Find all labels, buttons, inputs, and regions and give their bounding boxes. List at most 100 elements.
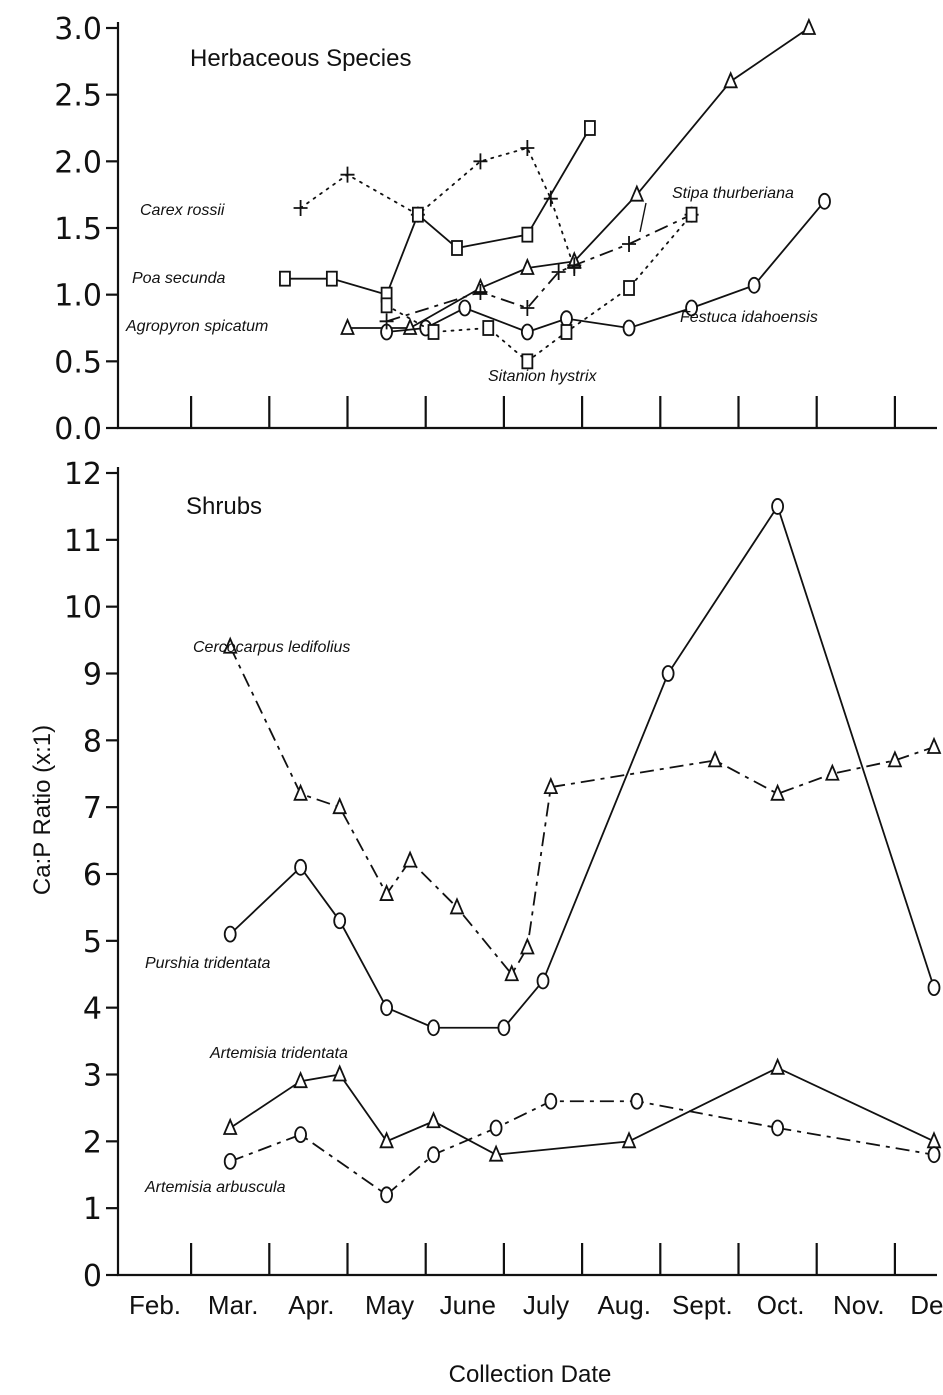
square-marker [325, 270, 338, 287]
circle-marker [622, 319, 636, 337]
triangle-marker [402, 317, 418, 335]
y-tick-label: 1 [83, 1192, 102, 1227]
triangle-marker [543, 776, 559, 795]
series-label: Artemisia arbuscula [144, 1179, 286, 1196]
series-carex-rossii: Carex rossii [140, 140, 582, 276]
plus-marker [473, 284, 488, 300]
triangle-marker [426, 1110, 441, 1129]
x-axis-tick-labels: Feb. Mar. Apr. May June July Aug. Sept. Oct. Nov.… [129, 1290, 943, 1320]
circle-marker [380, 1186, 394, 1204]
series-line [229, 504, 935, 1029]
series-purshia-tridentata: Purshia tridentata [145, 498, 941, 1037]
circle-marker [489, 1119, 503, 1137]
y-tick-label: 1.0 [54, 279, 102, 314]
square-marker [521, 353, 534, 370]
square-marker [560, 324, 573, 340]
y-tick-label: 1.5 [54, 212, 102, 247]
series-line [347, 27, 810, 329]
plus-marker [293, 200, 308, 216]
circle-marker [544, 1092, 558, 1110]
triangle-marker [707, 750, 723, 768]
series-label: Sitanion hystrix [488, 368, 597, 385]
y-tick-label: 6 [83, 858, 102, 893]
y-tick-label: 3.0 [54, 12, 102, 47]
triangle-marker [504, 963, 520, 982]
triangle-marker [293, 1070, 308, 1089]
triangle-marker [340, 317, 355, 335]
y-tick-label: 2.0 [54, 145, 102, 180]
series-label: Festuca idahoensis [680, 309, 818, 326]
y-tick-label: 2.5 [54, 79, 102, 114]
y-tick-label: 12 [64, 457, 102, 492]
circle-marker [294, 858, 307, 876]
triangle-marker [723, 71, 739, 89]
square-marker [279, 270, 291, 287]
circle-marker [427, 1146, 440, 1164]
square-marker [482, 320, 495, 336]
series-label: Purshia tridentata [145, 955, 271, 972]
y-tick-label: 7 [83, 791, 102, 826]
y-tick-label: 5 [83, 925, 102, 960]
panel-title: Shrubs [186, 493, 262, 520]
y-tick-label: 11 [64, 524, 102, 559]
series-line [284, 127, 591, 296]
y-tick-label: 9 [83, 658, 102, 693]
triangle-marker [926, 736, 942, 754]
plus-marker [520, 300, 535, 316]
plus-marker [622, 236, 637, 252]
circle-marker [771, 498, 784, 515]
series-label: Stipa thurberiana [672, 185, 794, 202]
triangle-marker [801, 17, 817, 35]
herbaceous-panel: 0.0 0.5 1.0 1.5 2.0 2.5 3.0 Herbaceous Species C… [54, 12, 937, 447]
triangle-marker [621, 1131, 637, 1149]
x-tick-label: May [365, 1290, 414, 1320]
square-marker [411, 206, 424, 223]
series-label: Cercocarpus ledifolius [193, 639, 350, 656]
square-marker [427, 324, 440, 340]
plus-marker [520, 140, 535, 156]
x-axis-title: Collection Date [449, 1361, 612, 1388]
circle-marker [427, 1019, 440, 1037]
series-label: Agropyron spicatum [125, 318, 268, 335]
circle-marker [333, 912, 347, 930]
x-tick-label: Nov. [833, 1290, 885, 1320]
series-label: Poa secunda [132, 270, 226, 287]
x-tick-label: Sept. [672, 1290, 733, 1320]
triangle-marker [332, 1064, 348, 1082]
circle-marker [294, 1126, 307, 1144]
square-marker [685, 206, 698, 223]
circle-marker [927, 1146, 941, 1164]
y-tick-label: 0 [83, 1259, 102, 1294]
series-line [229, 646, 943, 976]
triangle-marker [629, 184, 645, 202]
series-artemisia-tridentata: Artemisia tridentata [209, 1045, 942, 1162]
circle-marker [520, 323, 534, 341]
x-tick-label: Dec. [910, 1290, 943, 1320]
triangle-marker [449, 897, 465, 915]
square-marker [451, 240, 463, 256]
circle-marker [771, 1119, 784, 1137]
series-line [229, 1100, 935, 1196]
triangle-marker [402, 850, 418, 868]
y-tick-label: 4 [83, 992, 102, 1027]
square-marker [584, 120, 596, 136]
series-artemisia-arbuscula: Artemisia arbuscula [144, 1092, 941, 1204]
y-tick-label: 8 [83, 724, 102, 759]
triangle-marker [770, 783, 785, 801]
label-leader-line [639, 202, 647, 233]
y-tick-label: 3 [83, 1059, 102, 1094]
plus-marker [379, 313, 394, 330]
triangle-marker [293, 783, 308, 801]
series-stipa-thurberiana: Stipa thurberiana [379, 185, 794, 330]
circle-marker [818, 192, 831, 210]
plus-marker [567, 257, 582, 274]
triangle-marker [379, 1131, 394, 1149]
triangle-marker [332, 796, 348, 815]
series-line [299, 146, 576, 269]
x-tick-label: Apr. [288, 1290, 334, 1320]
circle-marker [380, 999, 394, 1017]
circle-marker [223, 1152, 237, 1170]
series-label: Artemisia tridentata [209, 1045, 348, 1062]
